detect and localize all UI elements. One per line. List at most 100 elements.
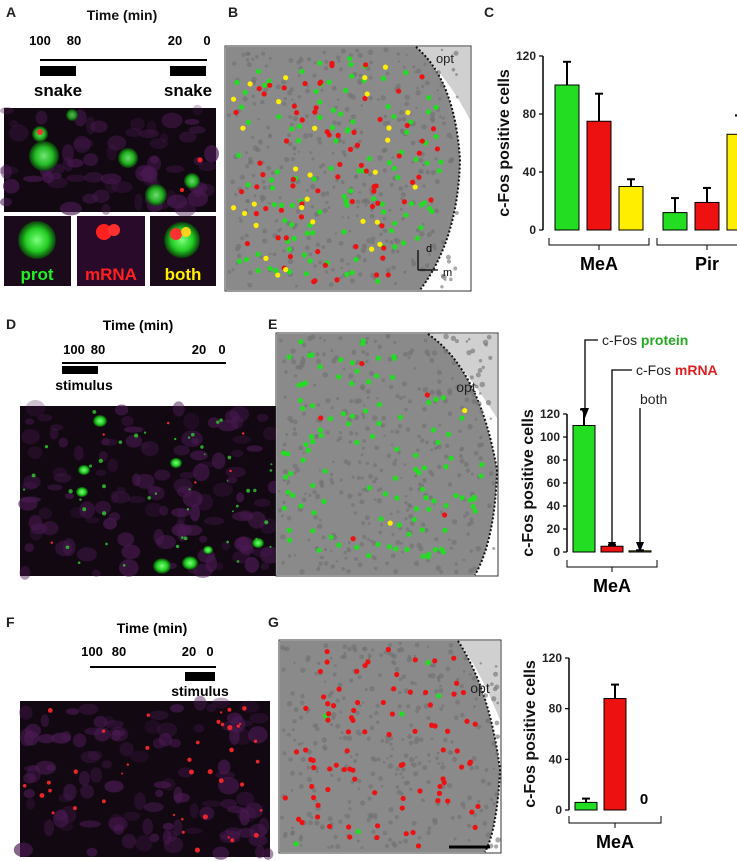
map-b-opt-region [416,47,470,120]
map-g-tissue [280,641,500,852]
timeline-f-tick-0: 0 [206,644,213,659]
bar-pir-both [726,133,737,231]
y-tick-label: 120 [516,49,536,63]
timeline-f-stimulus-label: stimulus [171,683,229,699]
y-tick-label: 40 [523,165,537,179]
group-label-mea: MeA [580,254,618,274]
timeline-a-stimulus-bar-2 [170,66,206,76]
bar-pir-mrna [694,201,720,231]
timeline-f-tick-100: 100 [81,644,103,659]
timeline-f-tick-20: 20 [182,644,196,659]
group-bracket [568,816,662,824]
map-e-tissue [277,334,497,575]
group-label-mea: MeA [593,576,631,596]
y-tick-label: 40 [547,499,561,513]
timeline-a-tick-80: 80 [67,33,81,48]
legend-line-mrna: c-Fos mRNA [636,362,718,378]
zero-annotation: 0 [640,791,648,808]
y-tick-label: 0 [553,545,560,559]
bar-mea-protein [554,84,580,231]
bar-mea-mrna [600,545,624,553]
panel-label-e: E [268,316,277,332]
timeline-f-tick-80: 80 [112,644,126,659]
group-label-pir: Pir [695,254,719,274]
group-bracket [656,238,737,246]
micrograph-d [18,400,280,580]
timeline-f: Time (min) 100 80 20 0 stimulus [81,620,229,699]
map-b-axis-m: m [443,267,452,279]
timeline-a-tick-0: 0 [203,33,210,48]
map-e-opt-label: opt [456,379,476,395]
y-tick-label: 40 [549,752,563,766]
timeline-d-tick-80: 80 [91,342,105,357]
map-b-tissue [226,47,460,290]
timeline-a: Time (min) 100 80 20 0 snake snake [29,7,212,100]
panel-label-c: C [484,4,494,20]
group-label-mea: MeA [596,832,634,852]
micrograph-a [0,104,219,217]
bar-mea-mrna [586,120,612,231]
map-b: opt d m [224,45,472,292]
panel-label-a: A [6,4,16,20]
timeline-f-title: Time (min) [117,620,188,636]
timeline-a-tick-20: 20 [168,33,182,48]
y-tick-label: 0 [555,803,562,817]
y-tick-label: 100 [540,430,560,444]
panel-label-g: G [268,614,279,630]
y-tick-label: 20 [547,522,561,536]
timeline-f-stimulus-bar [185,672,215,681]
y-tick-label: 120 [542,651,562,665]
bar-mea-mrna [603,698,627,811]
y-tick-label: 60 [547,476,561,490]
timeline-a-tick-100: 100 [29,33,51,48]
map-b-axis-d: d [426,243,432,255]
map-g-opt-region [458,641,500,720]
y-tick-label: 120 [540,407,560,421]
y-axis-label: c-Fos positive cells [520,409,537,557]
y-axis-label: c-Fos positive cells [496,69,513,217]
y-tick-label: 80 [547,453,561,467]
legend-line-protein: c-Fos protein [602,332,688,348]
map-b-opt-label: opt [436,51,454,66]
inset-mrna-label: mRNA [85,265,137,284]
inset-mrna: mRNA [77,216,145,286]
inset-both-label: both [165,265,202,284]
y-tick-label: 80 [523,107,537,121]
timeline-d-tick-0: 0 [218,342,225,357]
panel-label-b: B [228,4,238,20]
inset-prot: prot [4,216,71,286]
panel-label-f: F [6,614,15,630]
timeline-a-stimulus-label-1: snake [34,81,82,100]
panel-label-d: D [6,316,16,332]
legend-annotations: c-Fos protein c-Fos mRNA both [581,332,718,552]
timeline-d-tick-100: 100 [63,342,85,357]
map-e-opt-region [428,334,497,418]
y-axis-label: c-Fos positive cells [522,660,539,808]
timeline-d-stimulus-label: stimulus [55,377,113,393]
timeline-d-tick-20: 20 [192,342,206,357]
legend-line-both: both [640,391,667,407]
timeline-a-title: Time (min) [87,7,158,23]
bar-mea-protein [572,425,596,553]
bar-pir-protein [662,212,688,231]
timeline-a-stimulus-label-2: snake [164,81,212,100]
map-g-opt-label: opt [470,680,490,696]
inset-prot-label: prot [20,265,53,284]
group-bracket [548,238,650,246]
map-g: opt [278,639,502,854]
bar-mea-both [618,186,644,231]
timeline-a-stimulus-bar-1 [40,66,76,76]
timeline-d: Time (min) 100 80 20 0 stimulus [55,317,226,393]
map-e: opt [275,332,499,577]
micrograph-f [13,695,274,860]
timeline-d-stimulus-bar [62,366,98,374]
inset-both: both [150,216,216,286]
bar-mea-protein [574,801,598,811]
y-tick-label: 0 [529,223,536,237]
timeline-d-title: Time (min) [103,317,174,333]
group-bracket [566,560,658,568]
